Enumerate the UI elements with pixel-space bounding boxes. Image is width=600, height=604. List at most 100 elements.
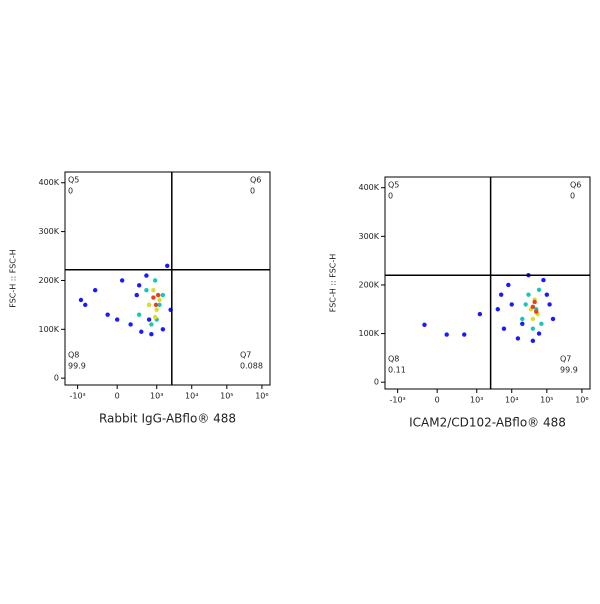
y-tick-label: 100K [358, 329, 379, 338]
quadrant-name: Q7 [240, 351, 251, 360]
x-tick-label: -10³ [69, 392, 85, 401]
y-tick-label: 0 [374, 378, 379, 387]
event-point [157, 302, 162, 308]
x-tick-label: 10⁶ [575, 396, 588, 405]
event-point [165, 263, 170, 268]
event-point [114, 317, 120, 322]
x-tick-label: 0 [435, 396, 440, 405]
event-point [530, 304, 536, 310]
event-point [477, 311, 483, 317]
event-point [151, 288, 156, 293]
event-point [149, 331, 154, 337]
quadrant-percent: 0 [68, 187, 73, 196]
y-axis-label: FSC-H :: FSC-H [329, 254, 338, 313]
x-tick-label: 10⁵ [540, 396, 553, 405]
event-point [144, 288, 149, 293]
event-point [544, 292, 550, 297]
y-axis-label: FSC-H :: FSC-H [9, 249, 18, 308]
event-point [134, 292, 139, 298]
event-point [160, 292, 166, 298]
event-point [534, 309, 539, 314]
x-axis-label: ICAM2/CD102-ABflo® 488 [409, 416, 566, 430]
event-point [520, 321, 525, 327]
event-point [136, 312, 142, 317]
event-point [495, 307, 500, 312]
plot-frame [64, 171, 271, 386]
event-point [151, 295, 156, 300]
event-point [152, 314, 158, 320]
y-tick-label: 300K [38, 227, 59, 236]
y-tick-label: 0 [54, 374, 59, 383]
event-point [422, 322, 427, 328]
event-point [506, 282, 511, 288]
event-point [444, 332, 449, 337]
quadrant-percent: 0 [570, 192, 575, 201]
quadrant-percent: 0.11 [388, 366, 406, 375]
quadrant-name: Q7 [560, 355, 571, 364]
event-point [530, 338, 536, 344]
event-point [152, 278, 158, 283]
event-point [536, 287, 542, 293]
x-tick-label: -10³ [389, 396, 405, 405]
event-point [157, 297, 162, 303]
event-point [149, 322, 154, 327]
y-tick-label: 400K [358, 183, 379, 192]
event-point [462, 332, 467, 337]
event-point [536, 331, 542, 336]
event-point [530, 326, 536, 331]
x-tick-label: 0 [115, 392, 120, 401]
event-point [78, 297, 84, 303]
event-point [520, 316, 525, 322]
event-point [515, 336, 521, 341]
quadrant-percent: 99.9 [560, 366, 578, 375]
x-tick-label: 10⁵ [220, 392, 233, 401]
quadrant-percent: 0 [388, 192, 393, 201]
event-point [144, 273, 149, 278]
quadrant-percent: 0.088 [240, 362, 263, 371]
x-tick-label: 10⁴ [185, 392, 198, 401]
quadrant-name: Q5 [68, 176, 79, 185]
event-point [526, 292, 531, 297]
event-point [146, 317, 152, 322]
event-point [160, 327, 166, 332]
x-tick-label: 10³ [470, 396, 483, 405]
quadrant-name: Q6 [250, 176, 261, 185]
y-tick-label: 400K [38, 178, 59, 187]
x-tick-label: 10⁴ [505, 396, 518, 405]
quadrant-percent: 99.9 [68, 362, 86, 371]
event-point [136, 283, 142, 288]
y-tick-label: 300K [358, 232, 379, 241]
event-point [92, 288, 98, 293]
event-point [523, 302, 528, 307]
quadrant-name: Q8 [388, 355, 399, 364]
event-point [541, 277, 546, 283]
event-point [128, 322, 133, 327]
event-point [498, 292, 504, 297]
x-tick-label: 10⁶ [255, 392, 268, 401]
y-tick-label: 200K [38, 276, 59, 285]
event-point [547, 302, 552, 307]
plot-frame [384, 176, 591, 390]
quadrant-percent: 0 [250, 187, 255, 196]
quadrant-name: Q5 [388, 181, 399, 190]
event-point [509, 302, 514, 307]
event-point [532, 299, 537, 305]
quadrant-name: Q6 [570, 181, 581, 190]
event-point [83, 302, 88, 308]
event-point [119, 278, 125, 283]
event-point [154, 307, 159, 312]
event-point [146, 302, 152, 308]
x-axis-label: Rabbit IgG-ABflo® 488 [99, 412, 236, 426]
x-tick-label: 10³ [150, 392, 163, 401]
event-point [155, 292, 161, 298]
event-point [139, 329, 144, 334]
quadrant-name: Q8 [68, 351, 79, 360]
event-point [539, 321, 544, 327]
event-point [153, 302, 159, 308]
event-point [530, 316, 536, 322]
y-tick-label: 200K [358, 280, 379, 289]
event-point [550, 316, 556, 322]
y-tick-label: 100K [38, 325, 59, 334]
event-point [501, 326, 507, 331]
